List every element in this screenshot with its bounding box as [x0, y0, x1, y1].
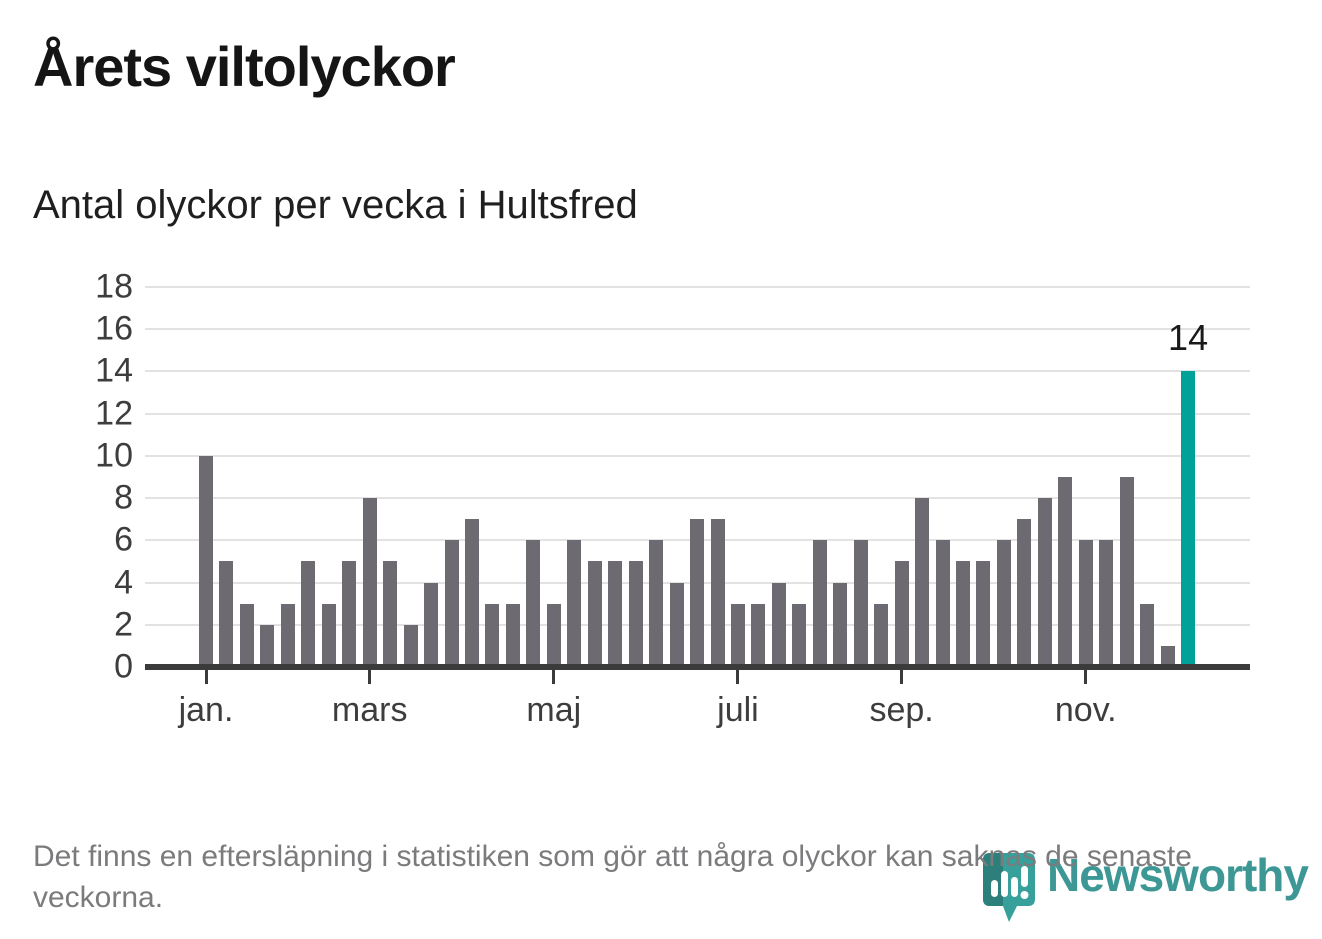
bar-week-41 — [1017, 519, 1032, 667]
y-tick-label-12: 12 — [95, 394, 133, 433]
bar-week-25 — [690, 519, 705, 667]
bar-week-47 — [1140, 603, 1155, 667]
bar-week-46 — [1119, 477, 1134, 667]
x-tick-label-maj: maj — [526, 691, 582, 729]
bar-week-42 — [1037, 498, 1052, 667]
bar-week-36 — [915, 498, 930, 667]
gridline-12 — [145, 412, 1250, 415]
bar-week-8 — [342, 561, 357, 667]
x-tick-label-nov: nov. — [1054, 691, 1117, 729]
footnote: Det finns en eftersläpning i statistiken… — [33, 840, 1192, 914]
bar-week-31 — [812, 540, 827, 667]
bar-week-13 — [444, 540, 459, 667]
x-tick-sep — [900, 670, 904, 684]
y-tick-label-14: 14 — [95, 351, 133, 390]
bar-week-45 — [1099, 540, 1114, 667]
y-tick-label-2: 2 — [114, 605, 133, 644]
bar-week-23 — [649, 540, 664, 667]
bar-week-44 — [1078, 540, 1093, 667]
x-tick-mars — [368, 670, 372, 684]
x-tick-nov — [1084, 670, 1088, 684]
bar-week-19 — [567, 540, 582, 667]
bar-week-17 — [526, 540, 541, 667]
bar-week-33 — [853, 540, 868, 667]
gridline-10 — [145, 454, 1250, 457]
bar-week-20 — [587, 561, 602, 667]
y-tick-label-18: 18 — [95, 267, 133, 306]
x-tick-label-sep: sep. — [869, 691, 934, 729]
bar-week-10 — [383, 561, 398, 667]
bar-week-32 — [833, 582, 848, 667]
bar-week-2 — [219, 561, 234, 667]
bar-week-6 — [301, 561, 316, 667]
bar-week-9 — [362, 498, 377, 667]
gridline-14 — [145, 370, 1250, 373]
newsworthy-wordmark: Newsworthy — [1047, 849, 1309, 901]
bar-week-5 — [280, 603, 295, 667]
y-tick-label-0: 0 — [114, 647, 133, 686]
bar-week-18 — [546, 603, 561, 667]
bar-week-43 — [1058, 477, 1073, 667]
page-title: Årets viltolyckor — [33, 35, 456, 98]
bar-week-12 — [424, 582, 439, 667]
bar-week-28 — [751, 603, 766, 667]
bar-week-38 — [956, 561, 971, 667]
x-tick-label-jan: jan. — [178, 691, 234, 729]
y-tick-label-4: 4 — [114, 563, 133, 602]
gridline-8 — [145, 497, 1250, 500]
bar-week-24 — [669, 582, 684, 667]
bar-week-3 — [239, 603, 254, 667]
x-tick-jan — [204, 670, 208, 684]
y-tick-label-10: 10 — [95, 436, 133, 475]
bar-week-40 — [996, 540, 1011, 667]
bar-week-16 — [505, 603, 520, 667]
bar-week-29 — [771, 582, 786, 667]
bar-week-39 — [976, 561, 991, 667]
bar-week-21 — [608, 561, 623, 667]
y-tick-label-6: 6 — [114, 520, 133, 559]
y-tick-label-8: 8 — [114, 478, 133, 517]
highlight-value-label: 14 — [1168, 317, 1209, 359]
bar-week-11 — [403, 624, 418, 667]
bar-week-26 — [710, 519, 725, 667]
bar-week-1 — [199, 455, 213, 667]
bar-week-14 — [464, 519, 479, 667]
bar-week-37 — [935, 540, 950, 667]
y-tick-label-16: 16 — [95, 309, 133, 348]
x-axis-line — [145, 664, 1250, 670]
bar-week-22 — [628, 561, 643, 667]
x-tick-juli — [736, 670, 740, 684]
bar-week-48 — [1160, 645, 1175, 667]
bar-week-34 — [874, 603, 889, 667]
bar-week-4 — [260, 624, 275, 667]
gridline-18 — [145, 286, 1250, 288]
newsworthy-pin-barchart-icon — [983, 853, 1035, 922]
bar-week-7 — [321, 603, 336, 667]
bar-week-49-highlighted — [1181, 371, 1196, 667]
bar-week-35 — [894, 561, 909, 667]
chart-subtitle: Antal olyckor per vecka i Hultsfred — [33, 183, 638, 227]
x-tick-maj — [552, 670, 556, 684]
plot-area: 14 — [145, 286, 1250, 684]
bar-week-15 — [485, 603, 500, 667]
bar-week-30 — [792, 603, 807, 667]
x-tick-label-mars: mars — [331, 691, 408, 729]
x-tick-label-juli: juli — [717, 691, 759, 729]
gridline-16 — [145, 328, 1250, 331]
bar-week-27 — [730, 603, 745, 667]
